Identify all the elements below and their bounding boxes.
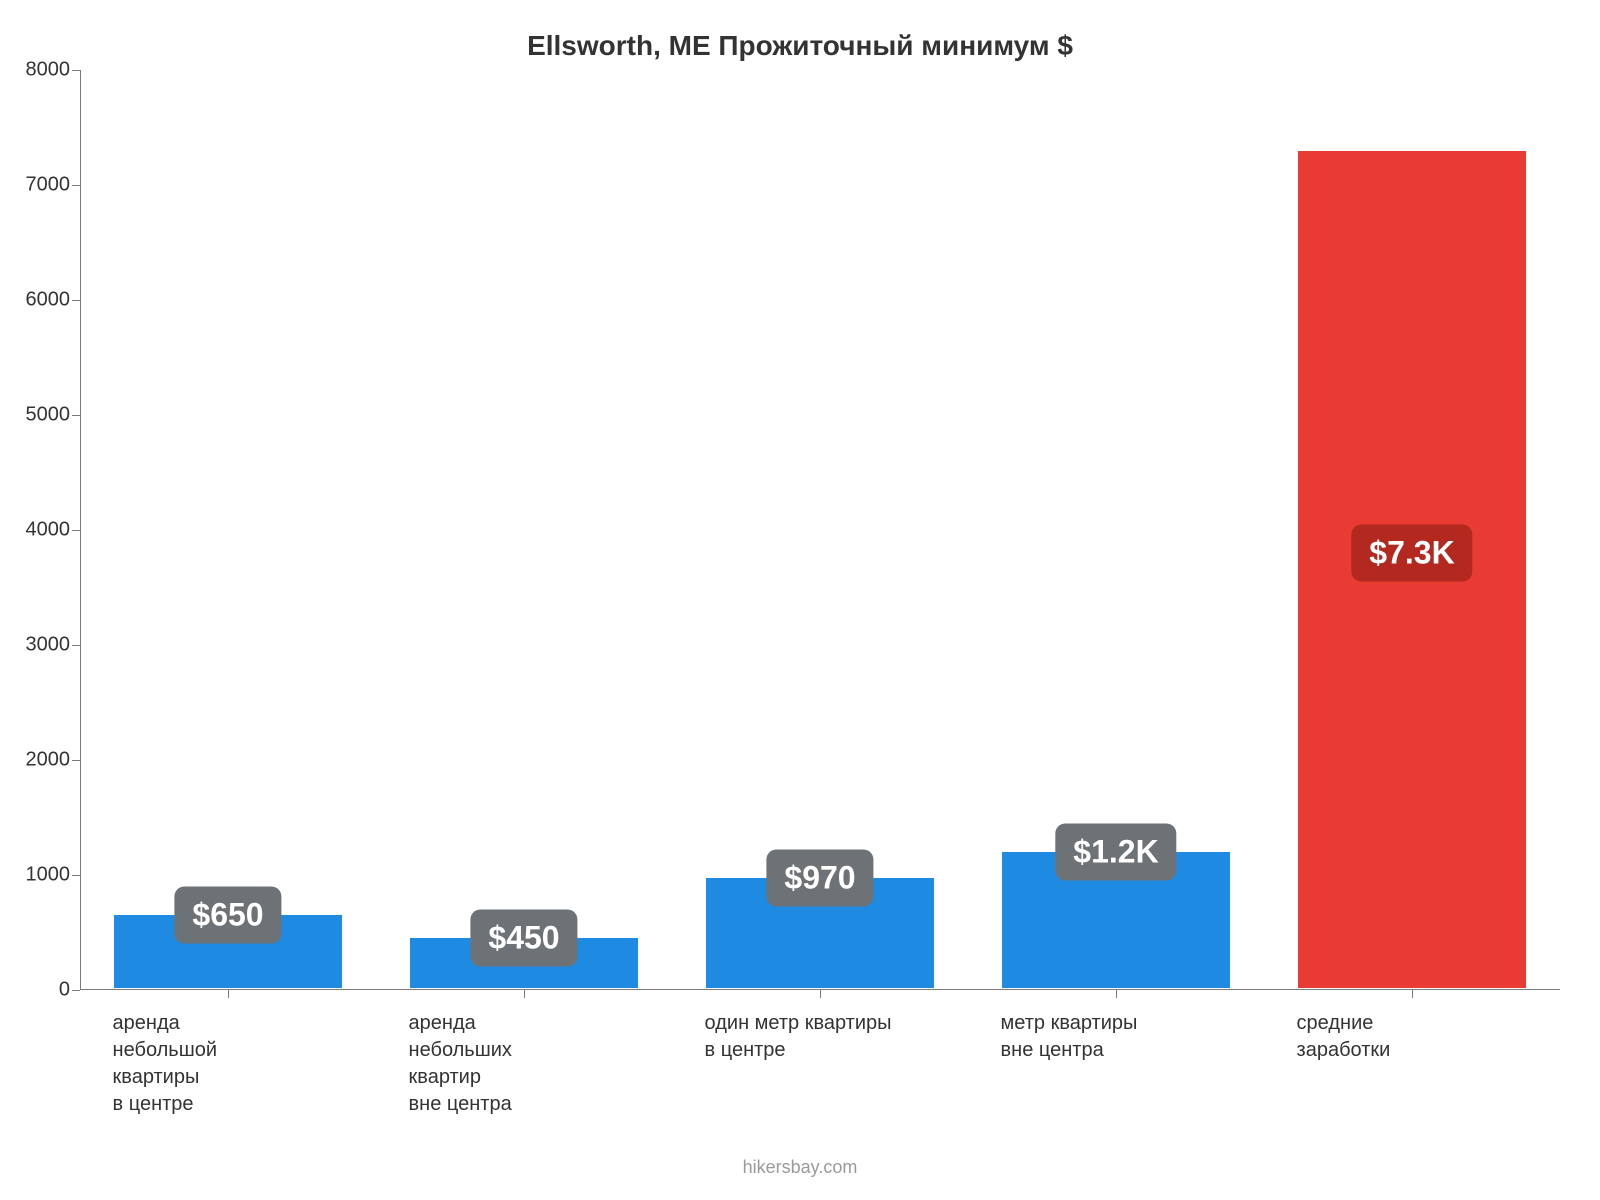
y-tick: [72, 300, 80, 301]
bars-group: $650 $450 $970 $1.2K $7.3K: [80, 70, 1560, 990]
bar-value-chip: $1.2K: [1055, 824, 1176, 881]
x-tick: [1116, 990, 1117, 998]
x-category-label: один метр квартиры в центре: [705, 1010, 976, 1064]
y-tick: [72, 530, 80, 531]
y-tick: [72, 990, 80, 991]
x-tick: [1412, 990, 1413, 998]
y-tick: [72, 645, 80, 646]
y-tick: [72, 875, 80, 876]
y-tick-label: 1000: [10, 864, 70, 887]
chart-container: Ellsworth, ME Прожиточный минимум $ $650…: [0, 0, 1600, 1200]
x-category-label: средние заработки: [1297, 1010, 1568, 1064]
x-tick: [524, 990, 525, 998]
x-category-label: аренда небольшой квартиры в центре: [113, 1010, 384, 1118]
y-tick-label: 7000: [10, 174, 70, 197]
bar-value-chip: $450: [470, 910, 577, 967]
x-category-label: метр квартиры вне центра: [1001, 1010, 1272, 1064]
y-tick: [72, 185, 80, 186]
y-tick: [72, 415, 80, 416]
y-tick-label: 3000: [10, 634, 70, 657]
x-category-label: аренда небольших квартир вне центра: [409, 1010, 680, 1118]
bar-value-chip: $970: [766, 850, 873, 907]
bar-value-chip: $7.3K: [1351, 525, 1472, 582]
plot-area: $650$450$970$1.2K$7.3K 01000200030004000…: [80, 70, 1560, 990]
chart-footer: hikersbay.com: [0, 1157, 1600, 1178]
x-tick: [820, 990, 821, 998]
y-tick-label: 2000: [10, 749, 70, 772]
x-tick: [228, 990, 229, 998]
y-tick: [72, 760, 80, 761]
y-tick-label: 5000: [10, 404, 70, 427]
bar-value-chip: $650: [174, 887, 281, 944]
y-tick: [72, 70, 80, 71]
y-tick-label: 0: [10, 979, 70, 1002]
y-tick-label: 4000: [10, 519, 70, 542]
y-tick-label: 6000: [10, 289, 70, 312]
y-tick-label: 8000: [10, 59, 70, 82]
chart-title: Ellsworth, ME Прожиточный минимум $: [0, 30, 1600, 62]
